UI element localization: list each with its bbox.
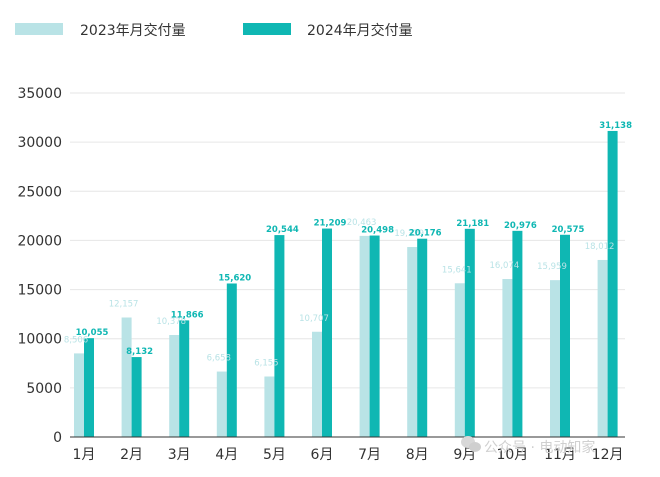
- y-axis: 0 5000 10000 15000 20000 25000 30000 35000: [17, 86, 62, 446]
- data-label-2023: 18,012: [585, 242, 615, 252]
- data-label-2024: 8,132: [126, 347, 153, 357]
- data-label-2024: 20,976: [504, 221, 537, 231]
- legend-label-2024: 2024年月交付量: [307, 22, 413, 39]
- watermark-text: 公众号 · 电动知家: [484, 439, 595, 456]
- x-tick-label: 8月: [406, 447, 429, 463]
- data-label-2023: 20,463: [347, 218, 377, 228]
- x-tick-label: 12月: [592, 447, 624, 463]
- y-tick-label: 15000: [17, 283, 62, 299]
- bar-2023: [454, 283, 465, 437]
- data-label-2023: 15,959: [537, 262, 567, 272]
- data-label-2024: 21,209: [314, 219, 347, 229]
- data-label-2023: 6,658: [207, 354, 231, 364]
- watermark: 公众号 · 电动知家: [461, 436, 595, 456]
- data-label-2024: 11,866: [171, 310, 204, 320]
- x-tick-label: 11月: [544, 447, 576, 463]
- legend-swatch-2023: [15, 23, 63, 35]
- bar-2024: [512, 230, 523, 437]
- data-label-2023: 6,155: [254, 359, 278, 369]
- x-tick-label: 6月: [311, 447, 334, 463]
- x-tick-label: 2月: [120, 447, 143, 463]
- data-label-2023: 19,329: [394, 229, 424, 239]
- bar-2024: [226, 283, 237, 437]
- data-label-2023: 10,378: [156, 317, 186, 327]
- bar-2023: [407, 247, 418, 437]
- bar-2024: [322, 228, 332, 437]
- legend-swatch-2024: [243, 23, 291, 35]
- bar-2023: [216, 371, 227, 437]
- data-label-2023: 16,074: [490, 261, 520, 271]
- bar-2024: [274, 235, 285, 437]
- data-label-2024: 31,138: [599, 121, 632, 131]
- y-tick-label: 5000: [26, 381, 62, 397]
- bar-2024: [369, 235, 380, 437]
- data-label-2024: 15,620: [218, 273, 251, 283]
- data-label-2024: 20,498: [361, 226, 394, 236]
- data-label-2024: 21,181: [456, 219, 489, 229]
- y-tick-label: 20000: [17, 233, 62, 249]
- x-tick-label: 3月: [168, 447, 191, 463]
- bar-2024: [560, 234, 570, 437]
- y-tick-label: 10000: [17, 332, 62, 348]
- x-tick-label: 4月: [215, 447, 238, 463]
- legend: 2023年月交付量 2024年月交付量: [15, 22, 413, 39]
- y-tick-label: 0: [53, 430, 62, 446]
- data-label-2024: 20,176: [409, 229, 442, 239]
- x-axis: 1月 2月 3月 4月 5月 6月 7月 8月 9月 10月 11月 12月: [70, 436, 625, 463]
- data-label-2023: 12,157: [109, 300, 139, 310]
- data-label-2024: 20,575: [552, 225, 585, 235]
- data-label-2023: 8,506: [64, 335, 88, 345]
- x-tick-label: 9月: [453, 447, 476, 463]
- x-tick-label: 7月: [358, 447, 381, 463]
- bar-2023: [264, 376, 275, 437]
- bar-2023: [121, 317, 132, 437]
- bar-2024: [417, 238, 428, 437]
- data-label-2024: 20,544: [266, 225, 299, 235]
- bar-2024: [84, 338, 94, 437]
- bar-2024: [131, 357, 142, 437]
- bar-2023: [502, 279, 513, 437]
- data-label-2023: 10,707: [299, 314, 329, 324]
- legend-label-2023: 2023年月交付量: [80, 22, 186, 39]
- bar-2023: [359, 235, 370, 437]
- bar-2023: [74, 353, 84, 437]
- y-tick-label: 25000: [17, 184, 62, 200]
- bar-2023: [169, 334, 180, 437]
- bar-2023: [312, 331, 322, 437]
- bar-2024: [464, 228, 475, 437]
- bar-2024: [179, 320, 190, 437]
- data-label-2023: 15,641: [442, 265, 472, 275]
- bars: [74, 130, 618, 437]
- bar-2023: [597, 259, 608, 437]
- gridlines: [70, 92, 625, 389]
- x-tick-label: 1月: [73, 447, 96, 463]
- bar-2024: [607, 130, 618, 437]
- data-label-2024: 10,055: [76, 328, 109, 338]
- x-tick-label: 10月: [496, 447, 528, 463]
- y-tick-label: 35000: [17, 86, 62, 102]
- wechat-icon: [461, 436, 481, 452]
- x-tick-label: 5月: [263, 447, 286, 463]
- y-tick-label: 30000: [17, 135, 62, 151]
- bar-2023: [550, 280, 560, 437]
